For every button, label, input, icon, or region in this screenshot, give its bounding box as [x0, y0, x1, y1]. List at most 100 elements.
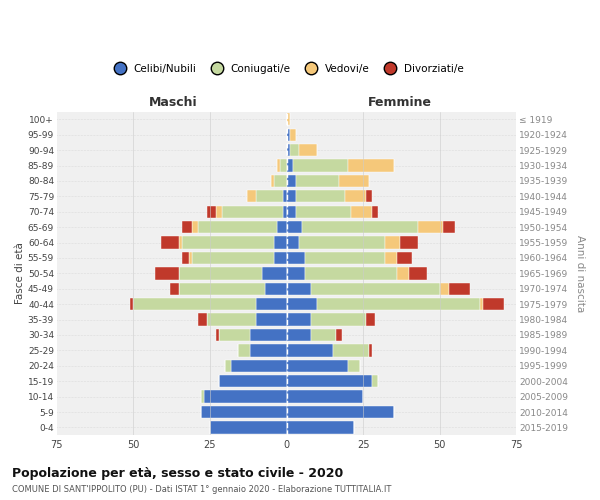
Bar [161, 236, 179, 248]
Bar [133, 298, 256, 310]
Bar [250, 329, 287, 341]
Bar [283, 190, 287, 202]
Bar [274, 236, 287, 248]
Bar [287, 221, 302, 234]
Bar [287, 282, 311, 295]
Bar [207, 314, 256, 326]
Bar [449, 282, 470, 295]
Bar [256, 314, 287, 326]
Bar [256, 298, 287, 310]
Bar [293, 160, 348, 172]
Bar [277, 221, 287, 234]
Bar [287, 406, 394, 418]
Bar [130, 298, 133, 310]
Bar [287, 422, 354, 434]
Bar [287, 144, 290, 156]
Bar [296, 206, 351, 218]
Bar [262, 267, 287, 280]
Bar [287, 190, 296, 202]
Bar [271, 175, 274, 187]
Bar [290, 128, 296, 141]
Legend: Celibi/Nubili, Coniugati/e, Vedovi/e, Divorziati/e: Celibi/Nubili, Coniugati/e, Vedovi/e, Di… [105, 60, 468, 78]
Bar [201, 406, 287, 418]
Bar [287, 360, 348, 372]
Bar [305, 252, 385, 264]
Bar [443, 221, 455, 234]
Bar [287, 375, 373, 388]
Bar [299, 144, 317, 156]
Bar [179, 267, 262, 280]
Bar [335, 329, 341, 341]
Y-axis label: Anni di nascita: Anni di nascita [575, 234, 585, 312]
Bar [277, 160, 280, 172]
Text: COMUNE DI SANT'IPPOLITO (PU) - Dati ISTAT 1° gennaio 2020 - Elaborazione TUTTITA: COMUNE DI SANT'IPPOLITO (PU) - Dati ISTA… [12, 486, 391, 494]
Bar [311, 314, 366, 326]
Bar [201, 390, 204, 403]
Bar [479, 298, 482, 310]
Bar [287, 314, 311, 326]
Bar [287, 128, 290, 141]
Bar [385, 236, 400, 248]
Bar [191, 221, 198, 234]
Text: Maschi: Maschi [149, 96, 197, 108]
Bar [210, 422, 287, 434]
Bar [482, 298, 504, 310]
Bar [170, 282, 179, 295]
Bar [265, 282, 287, 295]
Bar [348, 160, 394, 172]
Bar [317, 298, 479, 310]
Bar [287, 267, 305, 280]
Bar [373, 375, 379, 388]
Bar [311, 282, 440, 295]
Text: Femmine: Femmine [368, 96, 432, 108]
Bar [219, 329, 250, 341]
Bar [296, 190, 345, 202]
Y-axis label: Fasce di età: Fasce di età [15, 242, 25, 304]
Bar [247, 190, 256, 202]
Bar [225, 360, 232, 372]
Bar [274, 252, 287, 264]
Bar [440, 282, 449, 295]
Bar [256, 190, 283, 202]
Bar [280, 160, 287, 172]
Bar [418, 221, 443, 234]
Bar [179, 236, 182, 248]
Bar [373, 206, 379, 218]
Bar [299, 236, 385, 248]
Bar [290, 144, 299, 156]
Bar [366, 190, 373, 202]
Bar [198, 221, 277, 234]
Bar [348, 360, 360, 372]
Bar [287, 344, 332, 356]
Bar [366, 314, 376, 326]
Bar [191, 252, 274, 264]
Bar [351, 206, 373, 218]
Bar [179, 282, 265, 295]
Bar [155, 267, 179, 280]
Bar [283, 206, 287, 218]
Bar [287, 236, 299, 248]
Bar [216, 329, 219, 341]
Bar [332, 344, 369, 356]
Bar [204, 390, 287, 403]
Bar [182, 221, 191, 234]
Bar [274, 175, 287, 187]
Bar [182, 252, 188, 264]
Bar [198, 314, 207, 326]
Bar [219, 375, 287, 388]
Bar [250, 344, 287, 356]
Bar [287, 175, 296, 187]
Bar [385, 252, 397, 264]
Bar [287, 113, 290, 126]
Bar [409, 267, 427, 280]
Text: Popolazione per età, sesso e stato civile - 2020: Popolazione per età, sesso e stato civil… [12, 468, 343, 480]
Bar [397, 267, 409, 280]
Bar [296, 175, 338, 187]
Bar [182, 236, 274, 248]
Bar [287, 390, 363, 403]
Bar [397, 252, 412, 264]
Bar [302, 221, 418, 234]
Bar [287, 298, 317, 310]
Bar [238, 344, 250, 356]
Bar [287, 206, 296, 218]
